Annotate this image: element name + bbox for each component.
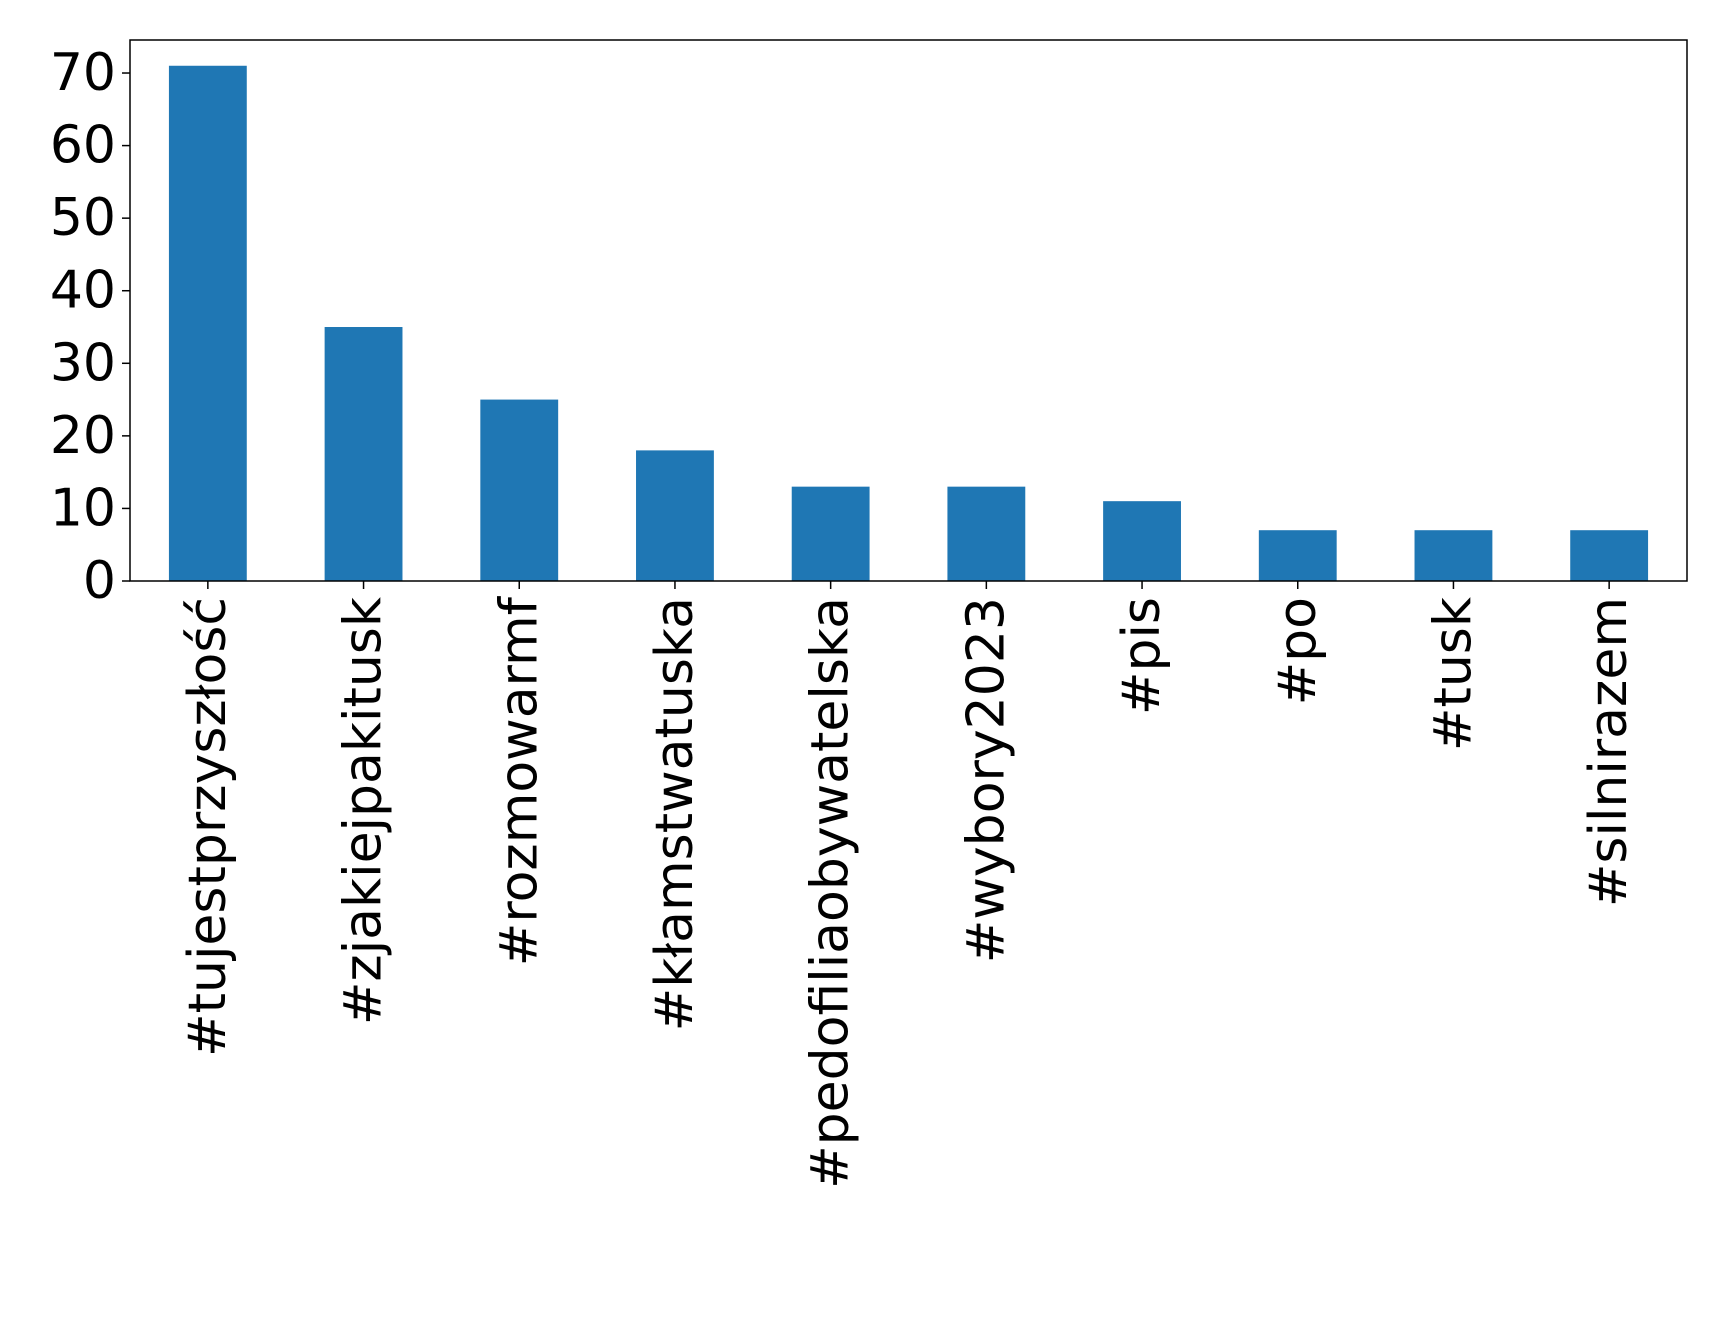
y-tick-label: 30	[50, 333, 116, 393]
x-tick-label: #pis	[1112, 597, 1172, 715]
x-tick-label: #tujestprzyszłość	[178, 597, 238, 1057]
bar	[480, 399, 559, 581]
bar	[1570, 530, 1649, 581]
x-tick-label: #tusk	[1423, 597, 1483, 751]
bar	[947, 486, 1026, 581]
x-tick-label: #rozmowarmf	[489, 595, 549, 966]
y-tick-label: 70	[50, 43, 116, 103]
bar	[791, 486, 870, 581]
bar	[1258, 530, 1337, 581]
x-tick-label: #silnirazem	[1579, 597, 1639, 907]
y-tick-label: 10	[50, 478, 116, 538]
x-tick-label: #kłamstwatuska	[645, 597, 705, 1031]
y-tick-label: 0	[83, 551, 116, 611]
x-tick-label: #po	[1268, 597, 1328, 705]
bar	[636, 450, 714, 581]
bar	[168, 65, 247, 581]
y-tick-label: 20	[50, 406, 116, 466]
x-tick-label: #zjakiejpakitusk	[334, 597, 394, 1025]
x-tick-label: #wybory2023	[956, 597, 1016, 963]
x-tick-label: #pedofiliaobywatelska	[801, 597, 861, 1189]
bar	[1103, 501, 1181, 581]
y-tick-label: 50	[50, 188, 116, 248]
plot-frame	[129, 39, 1688, 582]
bar	[324, 327, 403, 581]
bar	[1414, 530, 1493, 581]
y-tick-label: 40	[50, 261, 116, 321]
y-tick-label: 60	[50, 116, 116, 176]
